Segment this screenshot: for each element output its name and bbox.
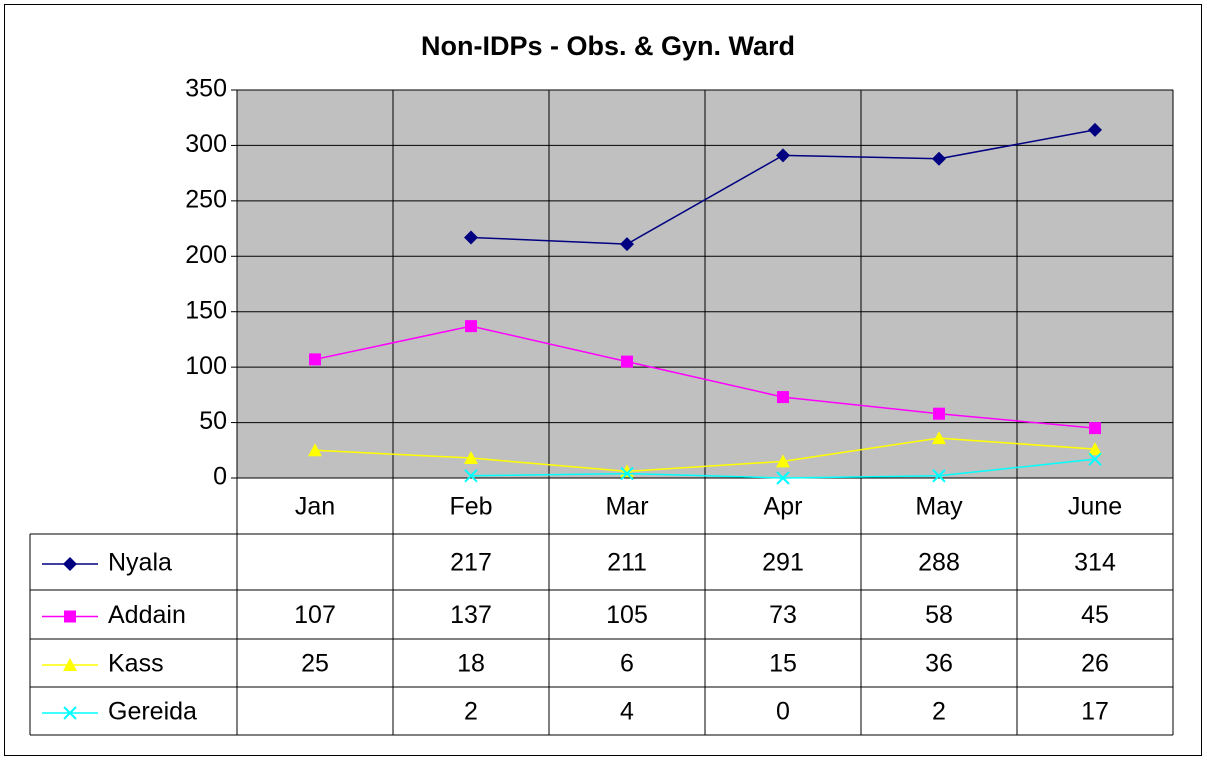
table-value: 2 (932, 698, 946, 726)
marker (1088, 442, 1102, 456)
y-tick-label: 350 (185, 75, 227, 103)
table-value: 45 (1081, 601, 1109, 629)
table-value: 2 (464, 698, 478, 726)
table-value: 26 (1081, 650, 1109, 678)
table-value: 6 (620, 650, 634, 678)
marker (465, 320, 477, 333)
marker (1088, 452, 1102, 466)
legend-label: Kass (108, 650, 164, 678)
table-value: 25 (301, 650, 329, 678)
table-value: 137 (450, 601, 492, 629)
marker (620, 237, 634, 252)
marker (464, 469, 478, 483)
x-tick-label: June (1068, 493, 1122, 521)
series-line (314, 437, 1096, 473)
marker (776, 454, 790, 468)
y-tick-label: 50 (199, 407, 227, 435)
table-value: 0 (776, 698, 790, 726)
series-line (314, 325, 1096, 429)
marker (933, 407, 945, 420)
table-value: 73 (769, 601, 797, 629)
marker (1088, 122, 1102, 137)
marker (308, 443, 322, 457)
table-value: 17 (1081, 698, 1109, 726)
y-tick-label: 150 (185, 296, 227, 324)
marker (1089, 422, 1101, 435)
y-tick-label: 250 (185, 185, 227, 213)
x-tick-label: Feb (449, 493, 492, 521)
y-tick-label: 300 (185, 130, 227, 158)
marker (464, 451, 478, 465)
marker (932, 469, 946, 483)
table-value: 58 (925, 601, 953, 629)
table-value: 107 (294, 601, 336, 629)
table-value: 217 (450, 549, 492, 577)
legend-label: Nyala (108, 549, 172, 577)
legend-marker (63, 706, 77, 720)
marker (309, 353, 321, 366)
x-tick-label: Jan (295, 493, 335, 521)
table-value: 18 (457, 650, 485, 678)
table-value: 4 (620, 698, 634, 726)
marker (932, 151, 946, 166)
marker (621, 355, 633, 368)
y-tick-label: 200 (185, 241, 227, 269)
x-tick-label: Mar (605, 493, 648, 521)
legend-marker (63, 557, 77, 571)
marker (777, 391, 789, 404)
table-value: 105 (606, 601, 648, 629)
x-tick-label: Apr (764, 493, 803, 521)
table-value: 314 (1074, 549, 1116, 577)
marker (932, 431, 946, 445)
table-value: 15 (769, 650, 797, 678)
legend-label: Addain (108, 601, 186, 629)
legend-marker (63, 658, 77, 671)
y-tick-label: 100 (185, 352, 227, 380)
legend-marker (64, 610, 76, 623)
marker (776, 471, 790, 485)
table-value: 36 (925, 650, 953, 678)
x-tick-label: May (915, 493, 963, 521)
marker (464, 230, 478, 245)
y-tick-label: 0 (213, 463, 227, 491)
legend-label: Gereida (108, 698, 197, 726)
table-value: 291 (762, 549, 804, 577)
chart-title: Non-IDPs - Obs. & Gyn. Ward (421, 31, 795, 61)
table-value: 288 (918, 549, 960, 577)
table-value: 211 (607, 549, 647, 577)
marker (776, 148, 790, 163)
marker (620, 466, 634, 481)
